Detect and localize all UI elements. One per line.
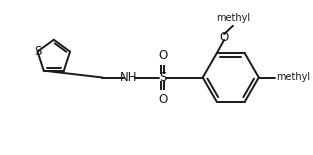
Text: O: O	[158, 49, 167, 62]
Text: methyl: methyl	[216, 13, 250, 23]
Text: NH: NH	[120, 71, 138, 84]
Text: methyl: methyl	[276, 73, 310, 82]
Text: O: O	[219, 31, 229, 44]
Text: S: S	[159, 71, 167, 84]
Text: S: S	[34, 45, 41, 58]
Text: O: O	[158, 93, 167, 106]
